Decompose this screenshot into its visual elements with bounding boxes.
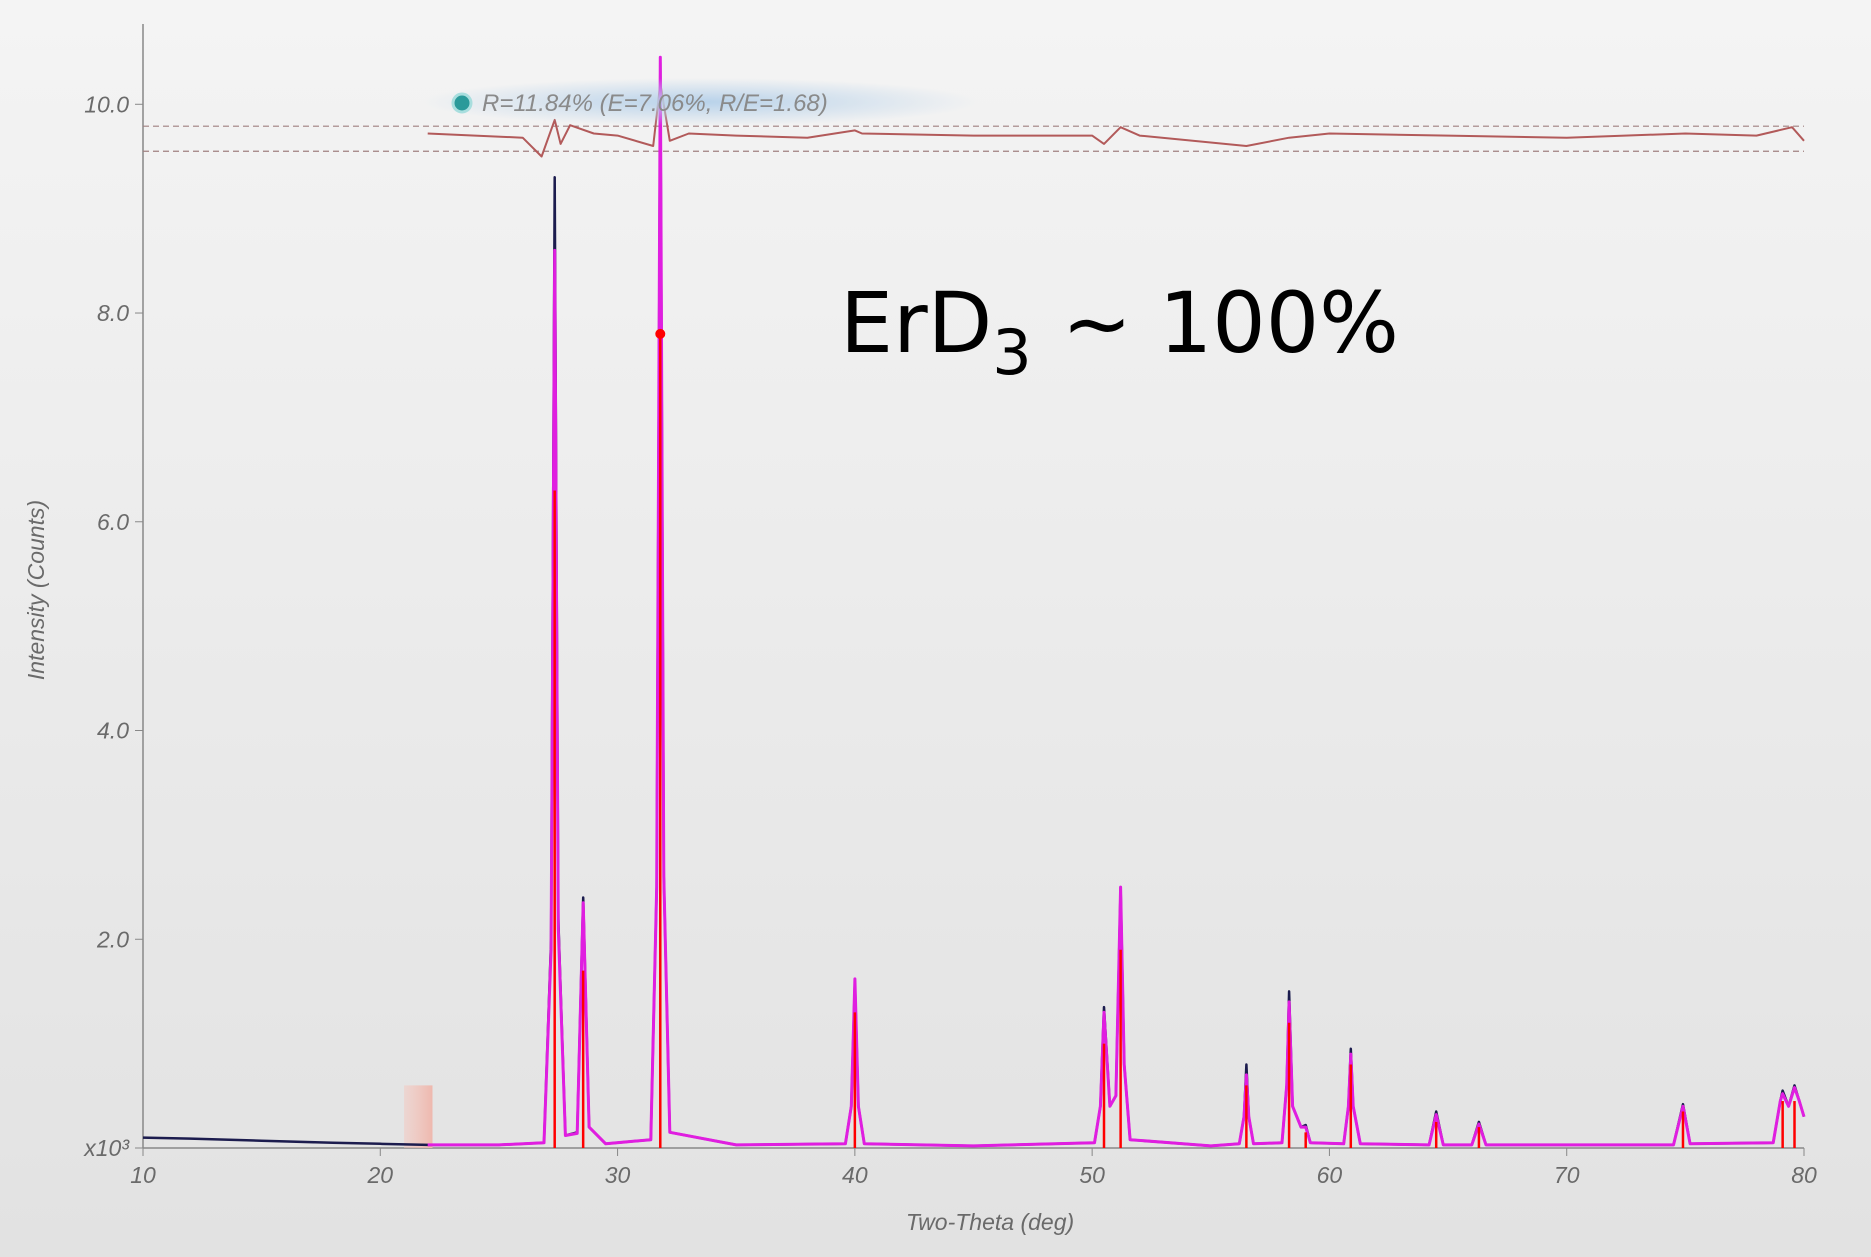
x-axis-label: Two-Theta (deg) [906, 1209, 1074, 1235]
y-tick-label: 2.0 [96, 926, 129, 952]
excluded-region [404, 1085, 433, 1148]
annotation-subscript: 3 [992, 316, 1031, 389]
x-tick-label: 40 [842, 1162, 868, 1188]
y-tick-label: 8.0 [97, 300, 129, 326]
legend-text: R=11.84% (E=7.06%, R/E=1.68) [482, 90, 828, 117]
x-tick-label: 30 [605, 1162, 631, 1188]
y-tick-label: 6.0 [97, 509, 129, 535]
x-tick-label: 10 [130, 1162, 156, 1188]
reference-marker [655, 328, 666, 339]
x-tick-label: 70 [1554, 1162, 1580, 1188]
y-tick-label: x10³ [83, 1135, 130, 1161]
x-tick-label: 80 [1791, 1162, 1817, 1188]
y-tick-label: 4.0 [97, 718, 129, 744]
y-axis-label: Intensity (Counts) [23, 500, 49, 680]
legend-dot [451, 92, 473, 114]
x-tick-label: 20 [366, 1162, 393, 1188]
annotation: ErD3 ~ 100% [840, 274, 1399, 389]
calculated-curve [427, 55, 1806, 1148]
plot-area: x10³ 2.0 4.0 6.0 8.0 10.0 10 20 30 40 50 60 70 80 [83, 24, 1817, 1188]
annotation-suffix: ~ 100% [1062, 274, 1399, 372]
difference-curve [427, 82, 1805, 158]
x-tick-label: 60 [1317, 1162, 1343, 1188]
x-tick-label: 50 [1079, 1162, 1105, 1188]
legend-glow [420, 78, 980, 126]
y-tick-label: 10.0 [84, 91, 129, 117]
annotation-text: ErD [840, 274, 992, 372]
